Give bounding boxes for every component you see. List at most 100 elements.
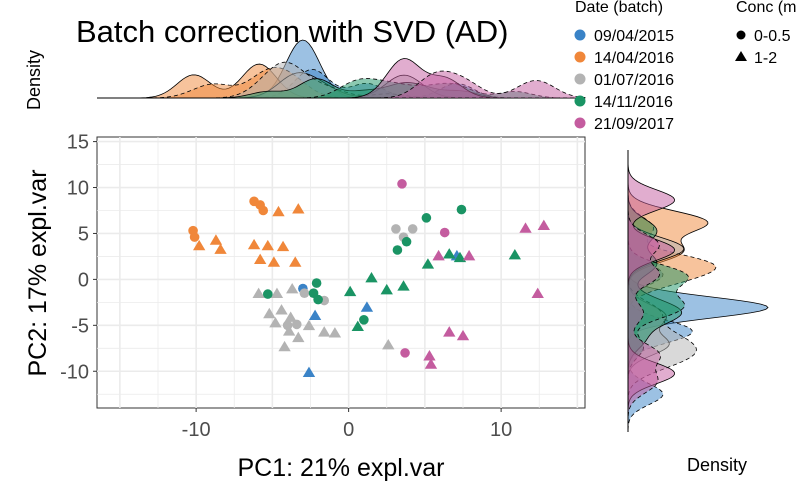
data-point-triangle [421,258,435,269]
data-point-triangle [508,249,522,260]
legend-color-swatch [574,117,586,129]
data-point-circle [401,236,412,247]
y-tick-label: 15 [67,132,89,154]
data-point-circle [391,224,401,234]
y-axis-label: PC2: 17% expl.var [24,169,52,376]
data-point-circle [359,315,369,325]
data-point-circle [421,213,432,223]
legend-color-swatch [574,73,586,85]
legend-shape-label: 1-2 [754,50,777,67]
top-density-curve [97,70,586,99]
data-point-triangle [292,203,305,214]
data-point-triangle [453,251,467,263]
legend-date-title: Date (batch) [575,0,663,16]
legend-shape-circle-icon [736,30,746,40]
y-tick-label: -10 [60,361,89,383]
legend-color-swatch [574,29,586,41]
data-point-triangle [263,307,276,319]
data-point-triangle [261,239,274,251]
data-point-triangle [423,350,436,361]
data-point-triangle [360,301,374,312]
data-point-triangle [282,325,296,336]
data-point-triangle [424,358,438,369]
data-point-circle [299,288,310,298]
data-point-triangle [276,240,290,252]
legend-color-label: 21/09/2017 [594,116,674,133]
data-point-circle [392,245,403,255]
data-point-triangle [308,309,322,321]
data-point-triangle [270,287,284,298]
legend-shape-label: 0-0.5 [754,28,791,45]
data-point-circle [456,204,467,215]
data-point-triangle [365,271,378,283]
y-tick-label: 10 [67,178,89,200]
data-point-triangle [328,327,342,338]
data-point-triangle [531,287,544,298]
data-point-circle [400,348,410,358]
x-axis-label: PC1: 21% expl.var [237,454,444,482]
data-point-triangle [286,282,299,294]
legend-color-label: 14/04/2016 [594,50,674,67]
gridlines [97,137,585,408]
data-point-triangle [537,219,550,231]
data-point-triangle [443,248,456,259]
data-point-triangle [292,331,305,343]
x-tick-label: 10 [490,419,512,441]
data-point-triangle [380,283,393,295]
data-point-triangle [302,319,316,331]
data-point-circle [439,227,450,238]
legend-color-label: 14/11/2016 [594,94,673,111]
data-point-triangle [278,340,291,352]
y-tick-label: -5 [71,315,89,337]
data-point-triangle [284,311,297,322]
data-point-circle [313,294,323,305]
data-point-circle [258,205,269,216]
legend-date-batch: Date (batch) 09/04/2015 14/04/2016 01/07/2… [574,0,674,133]
top-density-ylabel: Density [24,50,44,110]
data-point-triangle [382,339,395,350]
data-point-triangle [209,234,223,245]
data-point-triangle [397,280,410,291]
scatter-panel-background [96,136,586,409]
data-point-circle [189,232,200,242]
data-point-triangle [272,205,285,217]
data-point-circle [291,319,302,330]
data-point-triangle [318,326,331,337]
legend-color-swatch [574,95,586,107]
data-point-circle [397,179,407,189]
x-tick-label: 0 [343,419,354,441]
data-point-triangle [275,304,288,315]
data-point-triangle [343,285,357,297]
scatter-panel [96,136,586,409]
data-point-circle [311,278,322,288]
data-point-triangle [269,316,282,328]
x-tick-label: -10 [182,419,211,441]
y-tick-label: 5 [78,223,89,245]
data-point-triangle [462,249,476,261]
data-point-circle [282,320,293,331]
data-points [188,179,550,377]
y-tick-label: 0 [78,269,89,291]
data-point-triangle [193,239,206,251]
data-point-circle [407,224,418,234]
data-point-triangle [289,256,302,267]
data-point-triangle [254,253,267,264]
data-point-triangle [252,287,265,298]
legend-color-label: 09/04/2015 [594,28,674,45]
y-axis-ticks: 15 10 5 0 -5 -10 [60,132,97,383]
legend-color-label: 01/07/2016 [594,72,674,89]
data-point-circle [263,289,273,299]
data-point-triangle [432,249,445,261]
data-point-triangle [267,256,281,267]
data-point-triangle [443,326,456,337]
legend-shape-triangle-icon [735,51,747,61]
right-density-xlabel: Density [687,455,747,475]
legend-conc: Conc (m 0-0.5 1-2 [735,0,796,67]
data-point-triangle [351,320,364,332]
data-point-triangle [519,222,532,233]
top-density-panel [97,39,586,99]
data-point-triangle [214,243,227,254]
data-point-triangle [456,329,470,341]
x-axis-ticks: -10 0 10 [182,408,512,441]
